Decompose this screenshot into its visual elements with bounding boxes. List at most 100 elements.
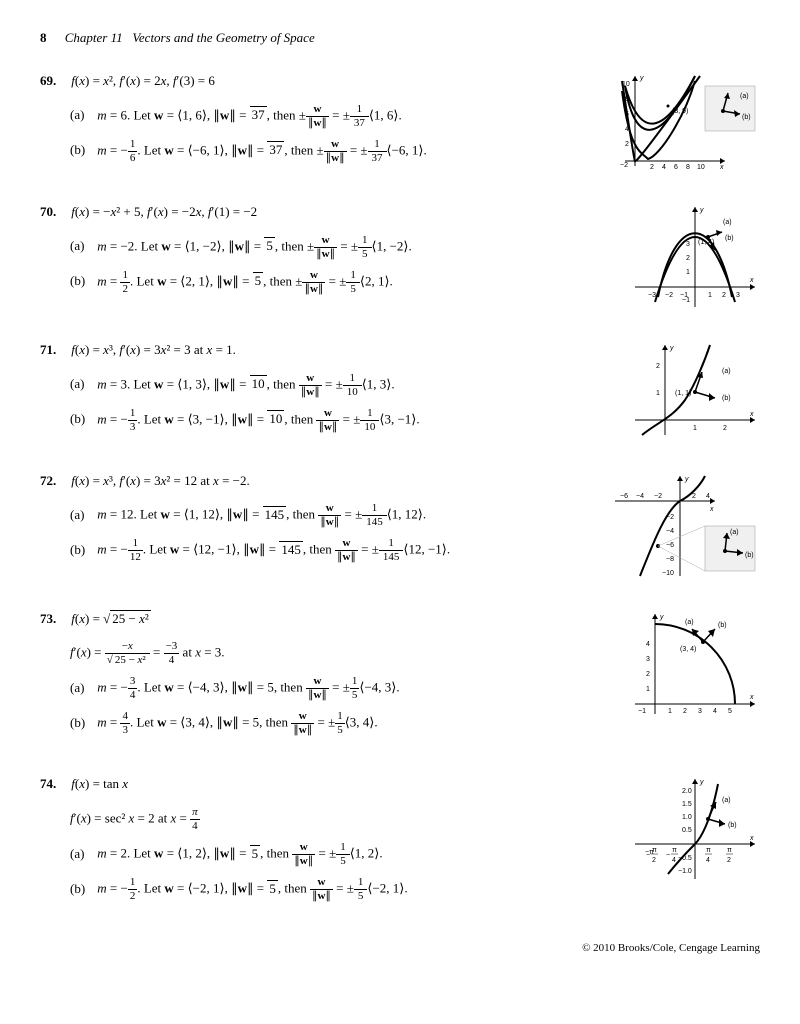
svg-text:−: −	[646, 852, 650, 859]
svg-text:2: 2	[646, 671, 650, 678]
svg-text:2: 2	[692, 493, 696, 500]
svg-text:−2: −2	[666, 514, 674, 521]
part-a: (a) m = 3. Let w = ⟨1, 3⟩, ∥w∥ = 10, the…	[70, 373, 610, 398]
part-a: (a) m = −34. Let w = ⟨−4, 3⟩, ∥w∥ = 5, t…	[70, 676, 610, 701]
svg-text:−1.0: −1.0	[678, 868, 692, 875]
svg-text:(a): (a)	[730, 529, 739, 536]
problem-main: f(x) = −x² + 5, f′(x) = −2x, f′(1) = −2	[71, 204, 257, 219]
svg-text:2: 2	[683, 708, 687, 715]
svg-text:(1, 1): (1, 1)	[675, 390, 691, 397]
svg-text:1: 1	[646, 686, 650, 693]
svg-text:−1: −1	[682, 297, 690, 304]
svg-text:5: 5	[728, 708, 732, 715]
svg-text:2: 2	[686, 255, 690, 262]
problem-74: 74. f(x) = tan x f′(x) = sec² x = 2 at x…	[40, 774, 760, 912]
svg-text:−3: −3	[648, 292, 656, 299]
svg-text:(a): (a)	[740, 93, 749, 100]
problem-73: 73. f(x) = √25 − x² f′(x) = −x√25 − x² =…	[40, 609, 760, 747]
svg-text:−1: −1	[638, 708, 646, 715]
graph-69: (3, 9) (a) (b) −2 24 6810 24 6810 x y	[610, 71, 760, 171]
svg-text:y: y	[669, 345, 674, 352]
graph-72: (a) (b) −6−4−2 24 −2−4 −6−8−10 x y	[610, 471, 760, 581]
svg-text:4: 4	[646, 641, 650, 648]
svg-text:−: −	[666, 852, 670, 859]
svg-text:1: 1	[668, 708, 672, 715]
problem-69: 69. f(x) = x², f′(x) = 2x, f′(3) = 6 (a)…	[40, 71, 760, 174]
svg-text:2.0: 2.0	[682, 788, 692, 795]
svg-text:(b): (b)	[725, 235, 734, 242]
derivative: f′(x) = −x√25 − x² = −34 at x = 3.	[70, 641, 610, 666]
problem-main: f(x) = tan x	[71, 776, 128, 791]
svg-text:0.5: 0.5	[682, 827, 692, 834]
problem-72: 72. f(x) = x³, f′(x) = 3x² = 12 at x = −…	[40, 471, 760, 581]
derivative: f′(x) = sec² x = 2 at x = π4	[70, 807, 610, 832]
svg-text:4: 4	[706, 857, 710, 864]
part-b: (b) m = −16. Let w = ⟨−6, 1⟩, ∥w∥ = 37, …	[70, 139, 590, 164]
svg-text:(a): (a)	[723, 219, 732, 226]
problem-main: f(x) = x³, f′(x) = 3x² = 3 at x = 1.	[71, 342, 236, 357]
chapter-label: Chapter 11	[65, 30, 123, 45]
svg-text:4: 4	[713, 708, 717, 715]
graph-73: (a) (b) (3, 4) −1 12 345 12 34 x y	[630, 609, 760, 719]
svg-text:y: y	[699, 779, 704, 786]
svg-text:1.0: 1.0	[682, 814, 692, 821]
svg-text:−0.5: −0.5	[678, 855, 692, 862]
svg-text:1: 1	[693, 425, 697, 432]
problem-main: f(x) = x², f′(x) = 2x, f′(3) = 6	[71, 73, 215, 88]
part-a: (a) m = 6. Let w = ⟨1, 6⟩, ∥w∥ = 37, the…	[70, 104, 590, 129]
part-b: (b) m = −13. Let w = ⟨3, −1⟩, ∥w∥ = 10, …	[70, 408, 610, 433]
problem-73-text: 73. f(x) = √25 − x² f′(x) = −x√25 − x² =…	[40, 609, 630, 747]
part-b: (b) m = 43. Let w = ⟨3, 4⟩, ∥w∥ = 5, the…	[70, 711, 610, 736]
svg-text:3: 3	[646, 656, 650, 663]
problem-number: 70.	[40, 202, 68, 223]
svg-text:−8: −8	[666, 556, 674, 563]
svg-text:x: x	[749, 277, 754, 284]
svg-text:π: π	[652, 847, 657, 854]
problem-70-text: 70. f(x) = −x² + 5, f′(x) = −2x, f′(1) =…	[40, 202, 630, 305]
problem-69-text: 69. f(x) = x², f′(x) = 2x, f′(3) = 6 (a)…	[40, 71, 610, 174]
svg-text:(a): (a)	[722, 368, 731, 375]
problem-number: 69.	[40, 71, 68, 92]
svg-text:y: y	[699, 207, 704, 214]
svg-text:x: x	[719, 164, 724, 171]
svg-text:8: 8	[686, 164, 690, 171]
svg-text:4: 4	[662, 164, 666, 171]
problem-70: 70. f(x) = −x² + 5, f′(x) = −2x, f′(1) =…	[40, 202, 760, 312]
svg-text:(3, 9): (3, 9)	[672, 108, 688, 115]
copyright-footer: © 2010 Brooks/Cole, Cengage Learning	[40, 942, 760, 954]
svg-text:2: 2	[727, 857, 731, 864]
svg-text:8: 8	[625, 96, 629, 103]
svg-text:10: 10	[697, 164, 705, 171]
svg-text:π: π	[727, 847, 732, 854]
svg-text:2: 2	[652, 857, 656, 864]
svg-text:1: 1	[708, 292, 712, 299]
problem-main: f(x) = √25 − x²	[71, 610, 151, 626]
svg-text:−2: −2	[620, 162, 628, 169]
svg-text:6: 6	[674, 164, 678, 171]
svg-text:3: 3	[686, 241, 690, 248]
svg-text:2: 2	[723, 425, 727, 432]
svg-text:−6: −6	[620, 493, 628, 500]
svg-text:2: 2	[722, 292, 726, 299]
part-b: (b) m = 12. Let w = ⟨2, 1⟩, ∥w∥ = 5, the…	[70, 270, 610, 295]
problem-number: 74.	[40, 774, 68, 795]
problem-number: 73.	[40, 609, 68, 630]
svg-text:π: π	[672, 847, 677, 854]
svg-text:(a): (a)	[722, 797, 731, 804]
svg-text:y: y	[639, 75, 644, 82]
problem-main: f(x) = x³, f′(x) = 3x² = 12 at x = −2.	[71, 473, 249, 488]
part-b: (b) m = −112. Let w = ⟨12, −1⟩, ∥w∥ = 14…	[70, 538, 590, 563]
svg-text:−6: −6	[666, 542, 674, 549]
svg-text:2: 2	[650, 164, 654, 171]
svg-text:3: 3	[736, 292, 740, 299]
svg-text:2: 2	[656, 363, 660, 370]
svg-text:−2: −2	[654, 493, 662, 500]
svg-text:4: 4	[706, 493, 710, 500]
chapter-title: Vectors and the Geometry of Space	[132, 30, 314, 45]
problem-74-text: 74. f(x) = tan x f′(x) = sec² x = 2 at x…	[40, 774, 630, 912]
svg-text:x: x	[709, 506, 714, 513]
svg-text:(1, 4): (1, 4)	[698, 239, 714, 246]
svg-text:6: 6	[625, 111, 629, 118]
svg-text:y: y	[684, 476, 689, 483]
svg-text:(b): (b)	[722, 395, 731, 402]
